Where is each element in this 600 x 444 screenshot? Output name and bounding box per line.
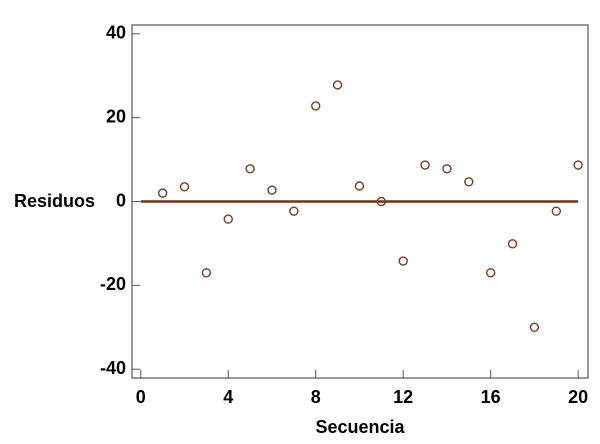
point <box>376 196 387 207</box>
point <box>442 164 452 174</box>
y-tick-label: -40 <box>100 358 126 378</box>
point <box>267 185 277 195</box>
point <box>354 181 365 191</box>
point <box>157 188 168 198</box>
x-tick-label: 12 <box>393 387 413 407</box>
point <box>507 239 518 249</box>
x-tick-label: 8 <box>311 387 321 407</box>
point <box>398 256 408 266</box>
point <box>311 101 321 111</box>
point <box>529 322 540 332</box>
point <box>420 160 430 170</box>
point <box>573 160 583 170</box>
y-tick-label: 20 <box>106 106 126 126</box>
point <box>551 206 561 216</box>
point <box>201 268 212 278</box>
x-tick-label: 0 <box>136 387 146 407</box>
x-tick-label: 20 <box>568 387 588 407</box>
y-axis-label: Residuos <box>14 191 95 211</box>
point <box>464 177 474 187</box>
point <box>223 214 233 224</box>
x-axis-label: Secuencia <box>315 417 405 437</box>
point <box>179 182 190 192</box>
point <box>245 164 255 174</box>
x-tick-label: 4 <box>223 387 233 407</box>
y-tick-label: 40 <box>106 23 126 43</box>
point <box>289 206 299 216</box>
x-tick-label: 16 <box>481 387 501 407</box>
y-tick-label: 0 <box>116 190 126 210</box>
point <box>485 268 496 278</box>
point <box>332 80 343 90</box>
y-tick-label: -20 <box>100 274 126 294</box>
